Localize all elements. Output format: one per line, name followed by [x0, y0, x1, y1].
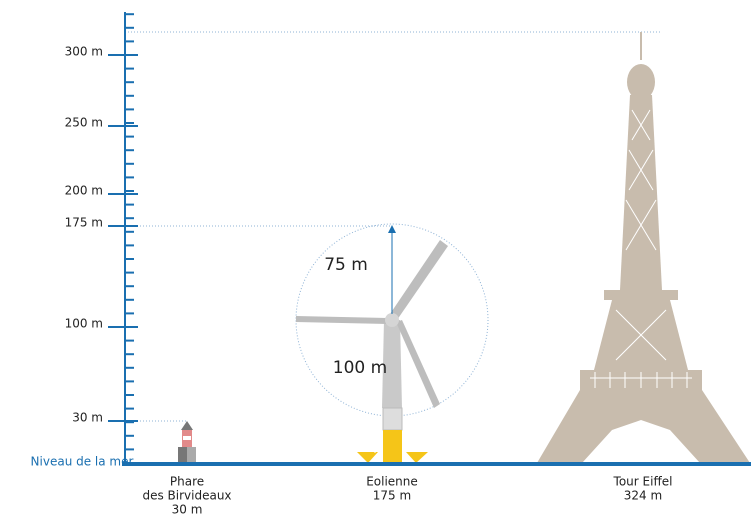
eiffel-lattice	[590, 109, 692, 388]
wind-turbine	[296, 225, 448, 463]
object-height: 324 m	[624, 489, 662, 503]
sea-level-label: Niveau de la mer	[31, 455, 134, 469]
hub-label: 100 m	[333, 358, 387, 378]
blade-label: 75 m	[324, 255, 368, 275]
tick-label: 250 m	[65, 116, 103, 130]
object-name: Eolienne	[366, 475, 418, 489]
tick-label: 300 m	[65, 45, 103, 59]
object-name: Phare	[170, 475, 204, 489]
object-height: 175 m	[373, 489, 411, 503]
object-height: 30 m	[172, 503, 203, 517]
tick-label: 100 m	[65, 317, 103, 331]
object-name: Tour Eiffel	[613, 475, 673, 489]
sea-line	[122, 462, 751, 466]
lighthouse	[178, 421, 196, 463]
tick-label: 200 m	[65, 184, 103, 198]
object-name: des Birvideaux	[142, 489, 231, 503]
tick-label: 175 m	[65, 216, 103, 230]
eiffel-tower	[537, 32, 750, 463]
tick-label: 30 m	[72, 411, 103, 425]
ruler	[108, 12, 138, 466]
